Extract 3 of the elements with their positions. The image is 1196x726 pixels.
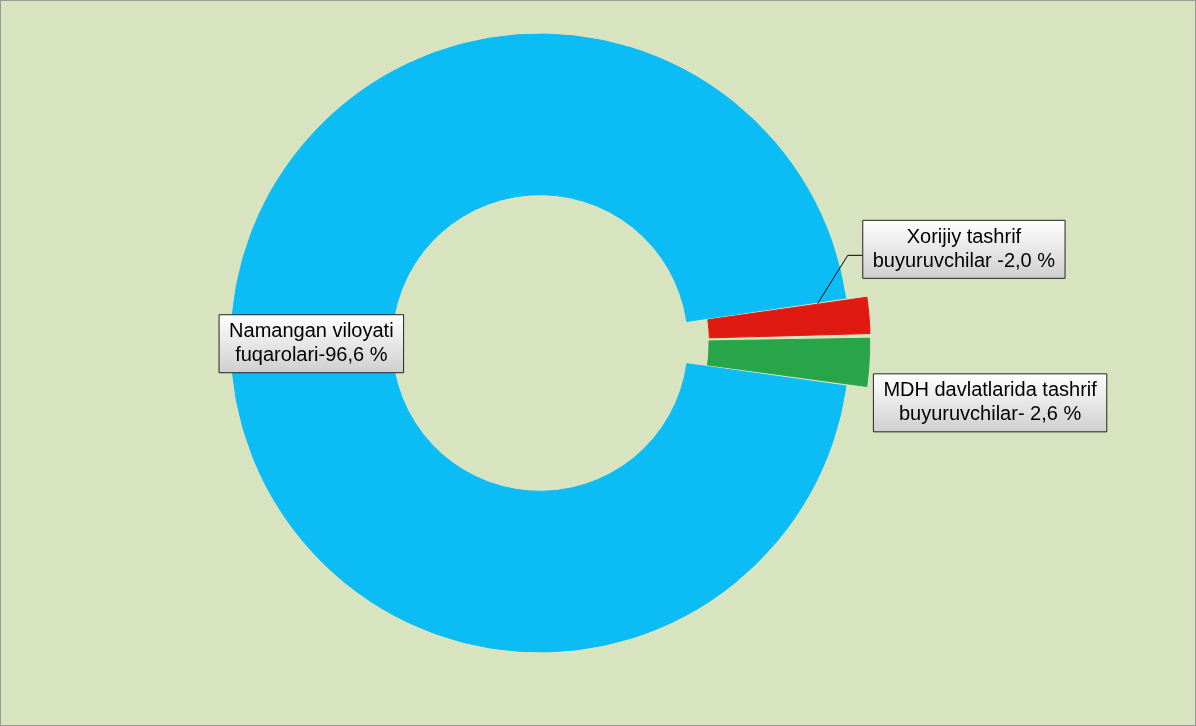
slice-label: Namangan viloyati fuqarolari-96,6 % [229,319,394,366]
slice-label: MDH davlatlarida tashrif buyuruvchilar- 2,6 % [883,378,1098,425]
slice-label: Xorijiy tashrif buyuruvchilar -2,0 % [872,224,1056,271]
